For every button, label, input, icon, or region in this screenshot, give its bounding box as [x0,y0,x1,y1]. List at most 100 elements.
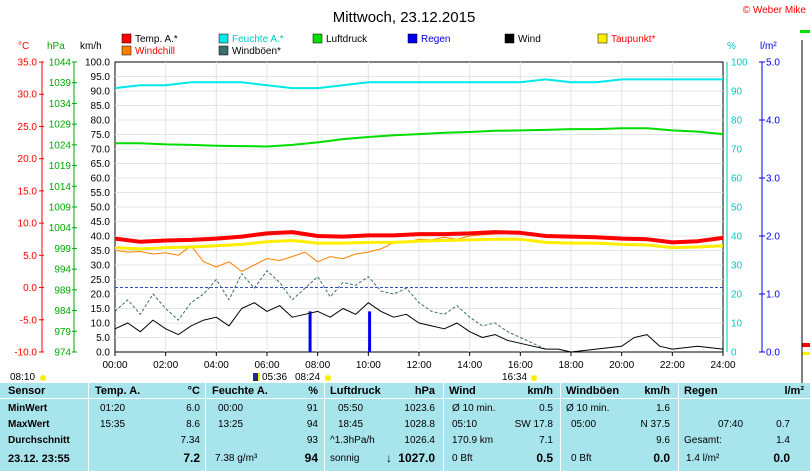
hdr-pres: Luftdruck [330,385,381,397]
kmh-tick-label: 0.0 [96,348,110,359]
sun-icon-3 [531,375,537,381]
series-layer [114,78,724,353]
cell: 01:20 [100,403,126,414]
temp-tick-label: 25.0 [18,122,38,133]
rain-tick-label: 2.0 [766,232,780,243]
legend-swatch [121,45,132,56]
percent-tick-label: 10 [731,319,743,330]
cell: 7.34 [180,435,200,446]
hdr-temp-unit: °C [187,385,200,397]
rain-tick-label: 5.0 [766,58,780,69]
series-line-luftdruck [115,127,724,148]
side-marker-green [800,30,810,33]
cell: SW 17.8 [514,419,553,430]
rain-tick-label: 0.0 [766,348,780,359]
rain-bar [308,311,312,352]
percent-tick-label: 30 [731,261,743,272]
cell: 0.5 [539,403,553,414]
kmh-tick-label: 65.0 [91,159,111,170]
hpa-tick-label: 1024 [49,140,72,151]
cell: 91 [306,403,318,414]
rain-bar [368,311,372,352]
x-tick-label: 00:00 [102,360,127,371]
hdr-hum-unit: % [308,385,318,397]
kmh-tick-label: 30.0 [91,261,111,272]
kmh-tick-label: 35.0 [91,246,111,257]
percent-tick-label: 100 [731,58,748,69]
cell: 94 [306,419,318,430]
temp-tick-label: 5.0 [23,251,37,262]
row-label: MaxWert [8,419,50,430]
cell: 18:45 [338,419,364,430]
hpa-tick-label: 1044 [49,58,72,69]
kmh-tick-label: 80.0 [91,116,111,127]
stats-table: Sensor Temp. A. °C Feuchte A. % Luftdruc… [0,383,810,471]
legend-label: Feuchte A.* [232,34,284,45]
series-line-wind [114,302,724,353]
temp-tick-label: 10.0 [18,219,38,230]
col-sep [205,383,206,471]
kmh-tick-label: 5.0 [96,333,110,344]
percent-tick-label: 90 [731,87,743,98]
cell: 1023.6 [404,403,435,414]
grid [115,62,723,352]
current-gust-extra: 0 Bft [571,453,592,464]
hpa-tick-label: 1029 [49,120,72,131]
legend-label: Windchill [135,46,175,57]
kmh-tick-label: 95.0 [91,72,111,83]
rain-tick-label: 3.0 [766,174,780,185]
cell: ^1.3hPa/h [330,435,375,446]
kmh-unit-label: km/h [80,41,102,52]
hdr-rain-unit: l/m² [784,385,804,397]
x-tick-label: 24:00 [710,360,735,371]
hdr-wind-unit: km/h [527,385,553,397]
hpa-tick-label: 989 [54,285,71,296]
kmh-tick-label: 55.0 [91,188,111,199]
x-tick-label: 14:00 [457,360,482,371]
kmh-tick-label: 60.0 [91,174,111,185]
temp-tick-label: 35.0 [18,58,38,69]
hdr-rain: Regen [684,385,718,397]
hdr-temp: Temp. A. [95,385,141,397]
x-tick-label: 04:00 [204,360,229,371]
current-hum: 94 [304,451,318,465]
cell: 9.6 [656,435,670,446]
rain-tick-label: 1.0 [766,290,780,301]
cell: N 37.5 [640,419,670,430]
cell: 1028.8 [404,419,435,430]
series-line-windben [114,270,546,350]
temp-tick-label: 20.0 [18,154,38,165]
moon-time-2: 08:24 [295,372,321,383]
cell: 13:25 [218,419,244,430]
percent-tick-label: 20 [731,290,743,301]
pressure-trend-arrow: ↓ [386,451,392,465]
side-marker-red [802,343,810,347]
kmh-tick-label: 45.0 [91,217,111,228]
row-label: Durchschnitt [8,435,70,446]
current-pres-extra: sonnig [330,453,360,464]
legend-swatch [218,45,229,56]
hpa-tick-label: 1004 [49,223,72,234]
legend-swatch [218,33,229,44]
percent-tick-label: 70 [731,145,743,156]
legend-swatch [312,33,323,44]
legend-label: Temp. A.* [135,34,178,45]
cell: 0.7 [776,419,790,430]
legend-label: Regen [421,34,450,45]
cell: 93 [306,435,318,446]
rain-unit-label: l/m² [760,41,777,52]
current-wind: 0.5 [536,451,553,465]
current-pres: 1027.0 [398,451,435,465]
time-strip: 08:10 05:36 08:24 16:34 [0,372,810,383]
hpa-tick-label: 994 [54,265,71,276]
current-wind-extra: 0 Bft [452,453,473,464]
col-sep [678,383,679,471]
cell: 05:50 [338,403,364,414]
x-tick-label: 22:00 [660,360,685,371]
legend-swatch [504,33,515,44]
rain-tick-label: 4.0 [766,116,780,127]
kmh-tick-label: 20.0 [91,290,111,301]
hdr-wind: Wind [449,385,476,397]
hpa-tick-label: 979 [54,327,71,338]
percent-unit-label: % [727,41,736,52]
